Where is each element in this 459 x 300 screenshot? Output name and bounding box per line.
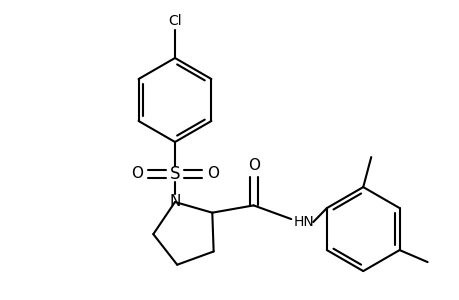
Text: HN: HN (292, 215, 313, 229)
Text: S: S (169, 165, 180, 183)
Text: O: O (131, 167, 143, 182)
Text: O: O (207, 167, 218, 182)
Text: O: O (247, 158, 259, 173)
Text: N: N (169, 194, 180, 209)
Text: Cl: Cl (168, 14, 181, 28)
